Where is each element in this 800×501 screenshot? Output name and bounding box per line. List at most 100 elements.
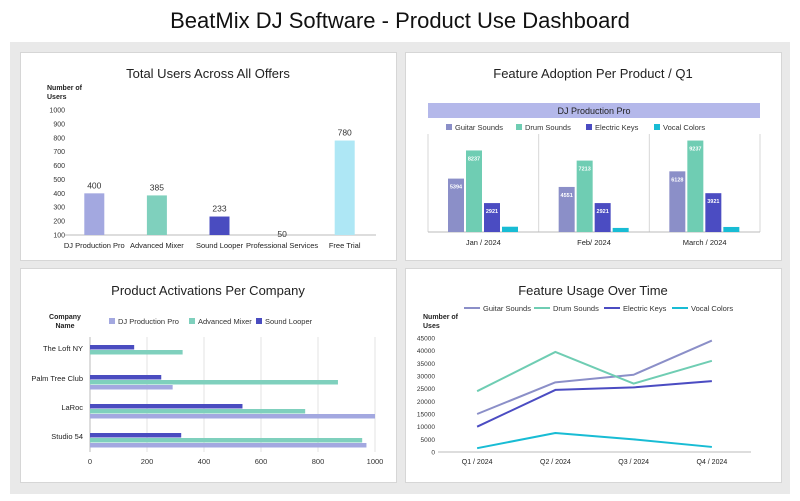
- data-label: 780: [338, 128, 352, 138]
- bar-sound-looper: [90, 433, 182, 438]
- x-tick-label: Jan / 2024: [466, 238, 501, 247]
- y-tick-label: 900: [53, 121, 65, 128]
- feature-usage-chart: Feature Usage Over Time Guitar Sounds Drum…: [417, 283, 751, 466]
- legend-label-vocal-colors: Vocal Colors: [663, 123, 705, 132]
- x-tick-label: Q4 / 2024: [697, 459, 728, 466]
- feature-adoption-panel: Feature Adoption Per Product / Q1 DJ Prod…: [405, 52, 782, 261]
- data-label: 400: [87, 180, 101, 190]
- data-label: 8237: [468, 156, 480, 162]
- y-tick-label: 800: [53, 135, 65, 142]
- bar-advanced-mixer: [90, 409, 306, 414]
- chart-title: Product Activations Per Company: [111, 283, 305, 298]
- bar-electric-keys: [484, 203, 500, 232]
- series-line-vocal-colors: [476, 432, 712, 450]
- y-tick-label: 45000: [417, 336, 435, 343]
- category-label: Studio 54: [51, 432, 83, 441]
- legend-label-guitar-sounds: Guitar Sounds: [455, 123, 503, 132]
- y-tick-label: 25000: [417, 386, 435, 393]
- y-tick-label: 10000: [417, 424, 435, 431]
- legend-label-drum-sounds: Drum Sounds: [553, 304, 599, 313]
- x-tick-label: Free Trial: [329, 241, 361, 250]
- y-tick-label: 15000: [417, 412, 435, 419]
- x-tick-label: Advanced Mixer: [130, 241, 184, 250]
- bar-electric-keys: [594, 203, 611, 232]
- bar-sound-looper: [90, 345, 135, 350]
- legend-swatch-sound-looper: [256, 318, 262, 324]
- x-tick-label: Sound Looper: [196, 241, 244, 250]
- x-tick-label: Q1 / 2024: [462, 459, 493, 466]
- bar-vocal-colors: [502, 226, 518, 232]
- bar-advanced-mixer: [90, 438, 363, 443]
- y-tick-label: 20000: [417, 399, 435, 406]
- legend-swatch-vocal-colors: [654, 124, 660, 130]
- x-tick-label: 800: [312, 457, 325, 466]
- legend-swatch-guitar-sounds: [446, 124, 452, 130]
- bar-advanced-mixer: [90, 380, 338, 385]
- total-users-chart: Total Users Across All Offers Number of Us…: [47, 66, 376, 250]
- data-label: 5394: [450, 185, 463, 191]
- legend-swatch-drum-sounds: [516, 124, 522, 130]
- category-label: LaRoc: [61, 403, 83, 412]
- x-tick-label: 600: [255, 457, 268, 466]
- y-axis-label-line2: Uses: [423, 323, 440, 330]
- x-tick-label: Feb/ 2024: [577, 238, 611, 247]
- bar-advanced-mixer: [90, 350, 183, 355]
- series-line-electric-keys: [476, 380, 712, 428]
- bar-dj-production-pro: [90, 385, 173, 390]
- y-tick-label: 200: [53, 219, 65, 226]
- legend-label-vocal-colors: Vocal Colors: [691, 304, 733, 313]
- x-tick-label: 200: [141, 457, 154, 466]
- bar-guitar-sounds: [558, 186, 575, 232]
- data-label: 533: [505, 233, 514, 239]
- y-tick-label: 400: [53, 191, 65, 198]
- y-tick-label: 700: [53, 149, 65, 156]
- data-label: 233: [212, 204, 226, 214]
- x-tick-label: March / 2024: [683, 238, 727, 247]
- data-label: 3921: [707, 199, 719, 205]
- x-tick-label: DJ Production Pro: [64, 241, 125, 250]
- dashboard-title: BeatMix DJ Software - Product Use Dashbo…: [170, 8, 630, 33]
- y-axis-label-line1: Number of: [47, 85, 83, 92]
- bar-drum-sounds: [687, 140, 704, 232]
- bar-drum-sounds: [466, 150, 482, 232]
- data-label: 509: [727, 233, 736, 239]
- category-label: The Loft NY: [43, 344, 83, 353]
- legend-label-dj-production-pro: DJ Production Pro: [118, 317, 179, 326]
- data-label: 6128: [671, 177, 683, 183]
- y-axis-label-line2: Users: [47, 94, 67, 101]
- data-label: 2921: [597, 209, 609, 215]
- bar-electric-keys: [705, 193, 722, 232]
- y-tick-label: 5000: [421, 437, 436, 444]
- bar-dj-production-pro: [84, 193, 105, 235]
- x-tick-label: 1000: [367, 457, 384, 466]
- bar-guitar-sounds: [669, 171, 686, 232]
- y-tick-label: 1000: [49, 108, 65, 115]
- y-tick-label: 300: [53, 205, 65, 212]
- feature-adoption-chart: Feature Adoption Per Product / Q1 DJ Prod…: [427, 66, 761, 247]
- chart-subtitle: DJ Production Pro: [557, 106, 630, 116]
- legend-label-electric-keys: Electric Keys: [595, 123, 639, 132]
- chart-title: Feature Usage Over Time: [518, 283, 668, 298]
- x-tick-label: 0: [88, 457, 92, 466]
- x-tick-label: Q3 / 2024: [618, 459, 649, 466]
- data-label: 2921: [486, 209, 498, 215]
- data-label: 385: [150, 182, 164, 192]
- bar-dj-production-pro: [90, 443, 367, 448]
- y-tick-label: 35000: [417, 361, 435, 368]
- legend-swatch-electric-keys: [586, 124, 592, 130]
- legend-swatch-dj-production-pro: [109, 318, 115, 324]
- bar-vocal-colors: [723, 226, 740, 232]
- x-tick-label: Professional Services: [246, 241, 318, 250]
- y-tick-label: 30000: [417, 374, 435, 381]
- product-activations-panel: Product Activations Per Company Company Na…: [20, 268, 397, 483]
- data-label: 7213: [579, 167, 591, 173]
- data-label: 50: [277, 229, 287, 239]
- data-label: 4551: [561, 193, 573, 199]
- bar-guitar-sounds: [448, 178, 464, 232]
- feature-usage-panel: Feature Usage Over Time Guitar Sounds Drum…: [405, 268, 782, 483]
- bar-vocal-colors: [612, 227, 629, 232]
- x-tick-label: Q2 / 2024: [540, 459, 571, 466]
- legend-label-electric-keys: Electric Keys: [623, 304, 667, 313]
- legend-label-sound-looper: Sound Looper: [265, 317, 313, 326]
- bar-advanced-mixer: [146, 195, 167, 235]
